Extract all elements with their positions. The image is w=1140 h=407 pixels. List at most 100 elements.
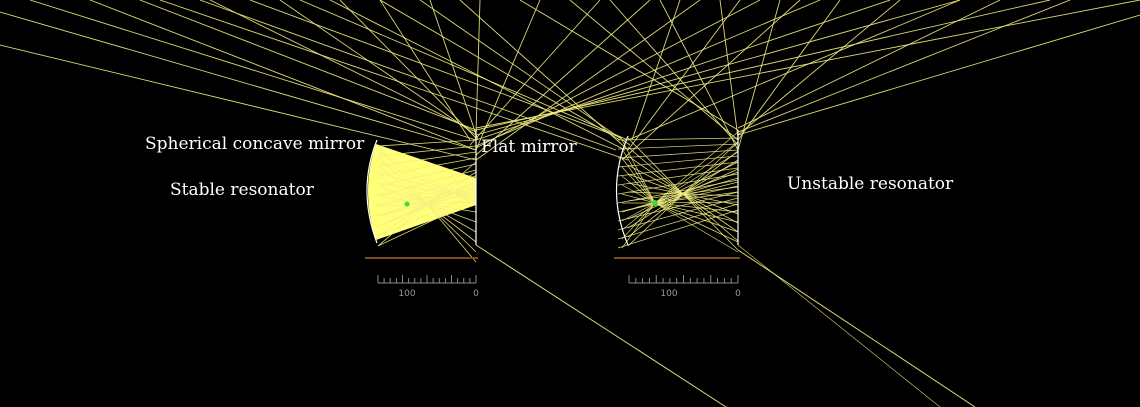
light-ray — [375, 192, 477, 195]
light-ray — [654, 202, 739, 253]
light-ray — [375, 149, 477, 206]
light-ray — [329, 0, 626, 151]
light-ray — [627, 141, 739, 247]
light-ray — [377, 199, 477, 247]
unstable-convex-mirror — [615, 135, 629, 246]
light-ray — [475, 0, 891, 141]
light-ray — [617, 143, 739, 150]
light-ray — [617, 191, 739, 222]
ruler-tick-label: 100 — [398, 289, 415, 299]
light-ray — [654, 202, 739, 213]
light-ray — [617, 137, 739, 141]
light-ray — [475, 0, 761, 149]
light-ray — [617, 155, 739, 168]
light-ray — [621, 157, 656, 204]
light-ray — [29, 0, 477, 141]
flat-mirror-label: Flat mirror — [481, 137, 577, 157]
unstable-ruler — [628, 275, 739, 284]
light-ray — [299, 0, 629, 141]
light-ray — [617, 149, 739, 159]
light-ray — [617, 167, 739, 186]
light-ray — [475, 244, 727, 407]
ruler-tick-label: 0 — [735, 289, 741, 299]
light-ray — [737, 0, 841, 141]
stable-resonator-label: Stable resonator — [170, 180, 314, 200]
light-ray — [377, 145, 477, 157]
light-ray — [375, 183, 477, 228]
light-ray — [377, 161, 477, 247]
light-ray — [89, 0, 477, 151]
light-ray — [249, 0, 623, 139]
light-ray — [737, 0, 1071, 133]
light-ray — [654, 202, 739, 223]
light-ray — [379, 0, 621, 141]
light-ray — [621, 202, 656, 222]
light-ray — [139, 0, 477, 131]
light-ray — [0, 11, 477, 151]
light-ray — [377, 169, 477, 197]
light-ray — [375, 186, 477, 217]
light-ray — [609, 0, 739, 146]
light-ray — [339, 0, 477, 139]
stable-beam-fill — [368, 144, 476, 240]
ruler-tick-label: 100 — [660, 289, 677, 299]
light-ray — [621, 193, 656, 204]
light-ray — [475, 0, 821, 147]
light-ray — [377, 175, 477, 207]
light-ray — [737, 0, 781, 151]
light-ray — [375, 182, 477, 197]
light-ray — [737, 249, 976, 407]
light-ray — [621, 202, 656, 249]
light-ray — [429, 0, 479, 141]
stable-ruler — [377, 275, 477, 284]
light-ray — [475, 0, 701, 161]
light-ray — [375, 171, 477, 200]
stable-focus-point — [404, 201, 410, 207]
light-ray — [659, 0, 739, 151]
light-ray — [737, 0, 901, 136]
light-ray — [379, 0, 471, 141]
light-ray — [621, 0, 801, 161]
light-ray — [199, 0, 617, 151]
stable-concave-mirror — [366, 139, 378, 244]
light-ray — [654, 202, 739, 243]
light-ray — [617, 173, 739, 195]
light-ray — [569, 0, 739, 141]
light-ray — [459, 0, 629, 151]
light-ray — [519, 0, 739, 131]
light-ray — [621, 184, 656, 204]
light-ray — [654, 141, 739, 204]
unstable-focus-point — [652, 200, 658, 206]
light-ray — [617, 161, 739, 177]
light-ray — [279, 0, 477, 136]
light-ray — [617, 203, 739, 240]
light-ray — [737, 0, 1001, 129]
light-ray — [0, 44, 477, 161]
light-ray — [377, 151, 477, 167]
light-ray — [627, 0, 961, 141]
concave-mirror-label: Spherical concave mirror — [145, 134, 365, 154]
light-ray — [737, 14, 1140, 136]
light-ray — [737, 244, 941, 407]
light-ray — [631, 0, 681, 141]
light-ray — [209, 0, 477, 133]
light-ray — [375, 160, 477, 203]
light-ray — [621, 202, 656, 231]
light-ray — [377, 157, 477, 177]
light-ray — [475, 0, 1051, 131]
light-ray — [621, 148, 656, 204]
light-ray — [617, 209, 739, 249]
ruler-tick-label: 0 — [473, 289, 479, 299]
light-ray — [475, 0, 961, 136]
light-ray — [159, 0, 629, 161]
light-ray — [375, 189, 477, 206]
light-ray — [475, 0, 651, 156]
light-ray — [621, 202, 656, 213]
light-ray — [654, 151, 739, 204]
light-ray — [377, 139, 477, 147]
light-ray — [621, 202, 656, 240]
light-ray — [377, 193, 477, 237]
light-ray — [627, 0, 741, 151]
light-ray — [377, 163, 477, 187]
